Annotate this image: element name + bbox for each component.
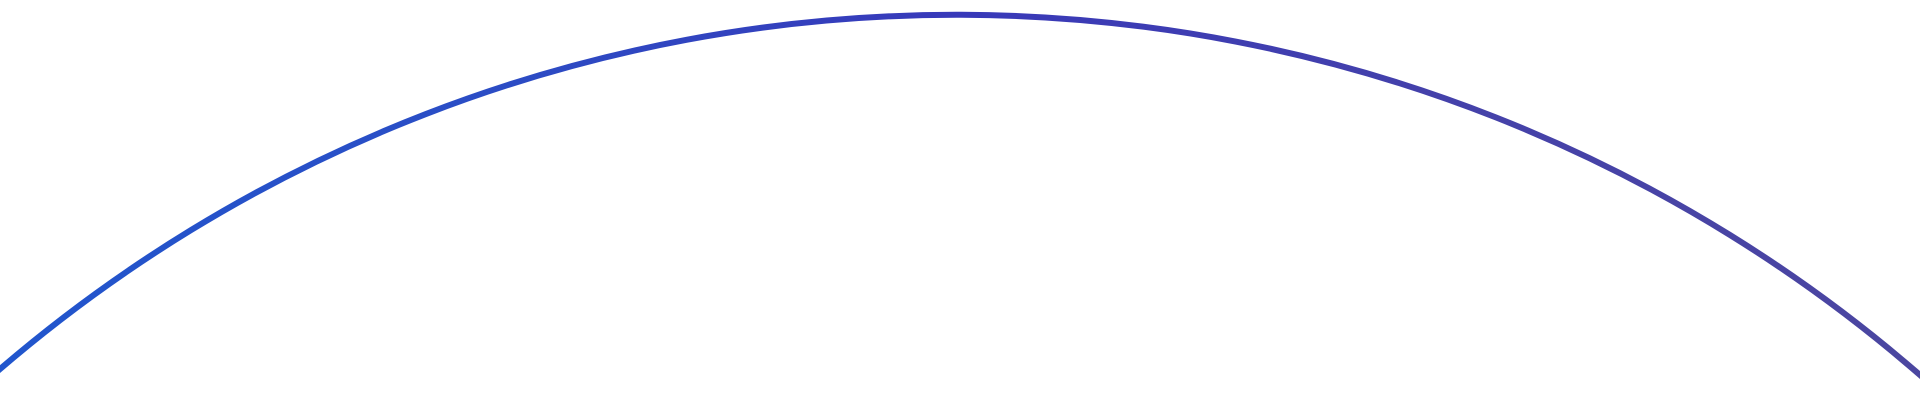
circle-arc-path — [0, 11, 1920, 380]
